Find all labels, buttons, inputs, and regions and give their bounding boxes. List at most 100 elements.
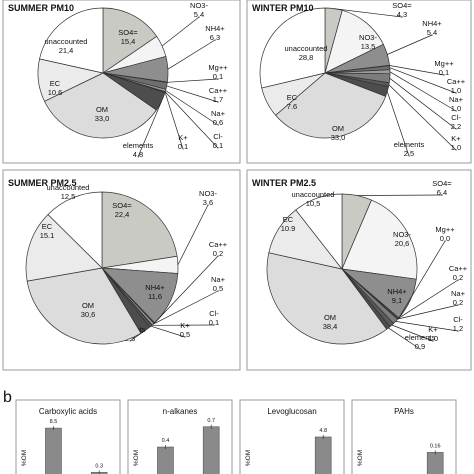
pie-slice-unaccounted [295, 193, 343, 271]
bar-panel-frame [351, 399, 457, 474]
leader-line-k [391, 324, 434, 342]
pie-value-om: 30,6 [81, 310, 96, 319]
pie-label-elements: elements [123, 141, 154, 150]
pie-value-na: 0,2 [453, 298, 463, 307]
pie-value-ca: 1,7 [213, 95, 223, 104]
pie-label-k: K+ [451, 134, 461, 143]
leader-line-no3 [177, 204, 209, 266]
pie-slice-om [44, 72, 157, 139]
leader-line-mg [167, 78, 219, 83]
pie-label-elements: elements [405, 333, 436, 342]
bar-chart-pahs: PAHs %OM 0.16 [351, 399, 457, 474]
leader-line-na [397, 304, 459, 320]
leader-line-elements [129, 330, 146, 342]
bar-ylabel: %OM [245, 450, 252, 466]
leader-line-ca [398, 279, 459, 319]
pie-value-elements: 0,9 [415, 342, 425, 351]
leader-line-k [164, 92, 184, 150]
pie-slice-no3 [324, 9, 384, 74]
pie-label-unaccounted: unaccounted [47, 183, 90, 192]
pie-value-mg: 0,1 [439, 68, 449, 77]
pie-label-ca: Ca++ [447, 77, 466, 86]
pie-label-cl: Cl- [451, 113, 461, 122]
bar-ylabel: %OM [21, 450, 28, 466]
pie-label-na: Na+ [451, 289, 466, 298]
leader-line-elements [388, 327, 421, 350]
leader-line-mg [389, 65, 445, 76]
pie-value-cl: 1,2 [453, 324, 463, 333]
pie-panel-frame-summer-pm10 [2, 0, 241, 164]
bar-value-label: 0.4 [162, 438, 170, 444]
leader-line-cl [389, 78, 457, 130]
pie-label-no3: NO3- [190, 1, 208, 10]
pie-label-na: Na+ [211, 275, 226, 284]
pie-label-unaccounted: unaccounted [292, 190, 335, 199]
pie-label-elements: elements [394, 140, 425, 149]
pie-label-om: OM [82, 301, 94, 310]
pie-value-cl: 2,2 [451, 122, 461, 131]
pie-slice-unaccounted [47, 191, 103, 269]
pie-title-summer-pm2-5: SUMMER PM2.5 [8, 178, 77, 188]
pie-value-na: 0,5 [213, 284, 223, 293]
pie-label-k: K+ [428, 325, 438, 334]
pie-value-nh4: 9,1 [392, 296, 402, 305]
bar-bar1 [157, 446, 174, 474]
pie-label-om: OM [96, 105, 108, 114]
pie-label-mg: Mg++ [435, 225, 455, 234]
pie-slice-so4 [102, 7, 158, 74]
pie-value-om: 33,0 [95, 114, 110, 123]
pie-value-na: 1,0 [451, 104, 461, 113]
pie-label-ca: Ca++ [209, 240, 228, 249]
leader-line-mg [398, 240, 446, 319]
pie-label-k: K+ [180, 321, 190, 330]
leader-line-ca [154, 255, 219, 324]
pie-slice-om [266, 252, 388, 345]
bar-ylabel: %OM [357, 450, 364, 466]
pie-value-no3: 20,6 [395, 239, 410, 248]
pie-value-mg: 0,0 [440, 234, 450, 243]
pie-slice-om [275, 72, 387, 139]
leader-line-na [389, 71, 457, 112]
bar-value-label: 0.7 [207, 418, 215, 424]
pie-label-na: Na+ [211, 109, 226, 118]
pie-value-ca: 0,2 [453, 273, 463, 282]
bar-chart-carboxylic-acids: Carboxylic acids %OM 8.5 0.3 [15, 399, 121, 474]
bar-bar1 [45, 427, 62, 474]
pie-panel-frame-summer-pm25 [2, 169, 241, 371]
bar-bar2 [426, 452, 444, 474]
bar-panel-frame [127, 399, 233, 474]
pie-label-cl: Cl- [453, 315, 463, 324]
pie-value-unaccounted: 12,5 [61, 192, 76, 201]
pie-label-ec: EC [287, 93, 298, 102]
charts-layer: SO4=15,4NO3-5,4NH4+6,3Mg++0,1Ca++1,7Na+0… [8, 1, 468, 474]
pie-value-nh4: 11,6 [148, 292, 162, 301]
pie-label-cl: Cl- [209, 309, 219, 318]
pie-label-so4: SO4= [392, 1, 412, 10]
bar-chart-levoglucosan: Levoglucosan %OM 4.8 [239, 399, 345, 474]
leader-line-elements [386, 91, 410, 157]
pie-slice-om [26, 267, 142, 345]
bar-ylabel: %OM [133, 450, 140, 466]
pie-value-ec: 7.6 [287, 102, 297, 111]
pie-value-no3: 13,5 [361, 42, 376, 51]
pie-label-k: K+ [178, 133, 188, 142]
pie-label-so4: SO4= [432, 179, 452, 188]
pie-label-mg: Mg++ [434, 59, 454, 68]
pie-chart-summer-pm10: SO4=15,4NO3-5,4NH4+6,3Mg++0,1Ca++1,7Na+0… [8, 1, 228, 159]
pie-label-nh4: NH4+ [205, 24, 225, 33]
bar-value-label: 0.3 [95, 463, 103, 469]
pie-value-k: 0,5 [180, 330, 190, 339]
leader-line-na [152, 290, 219, 325]
bar-bar2 [202, 426, 220, 474]
leader-line-k [150, 325, 186, 338]
pie-label-no3: NO3- [393, 230, 411, 239]
pie-value-no3: 3,6 [203, 198, 213, 207]
leader-line-so4 [357, 194, 443, 196]
leader-line-nh4 [167, 39, 216, 70]
pie-value-unaccounted: 21,4 [59, 46, 74, 55]
leader-line-k [388, 84, 457, 151]
panel-b-label: b [3, 389, 12, 406]
pie-value-ca: 1,0 [451, 86, 461, 95]
pie-label-so4: SO4= [118, 28, 138, 37]
leader-line-cl [164, 91, 219, 149]
